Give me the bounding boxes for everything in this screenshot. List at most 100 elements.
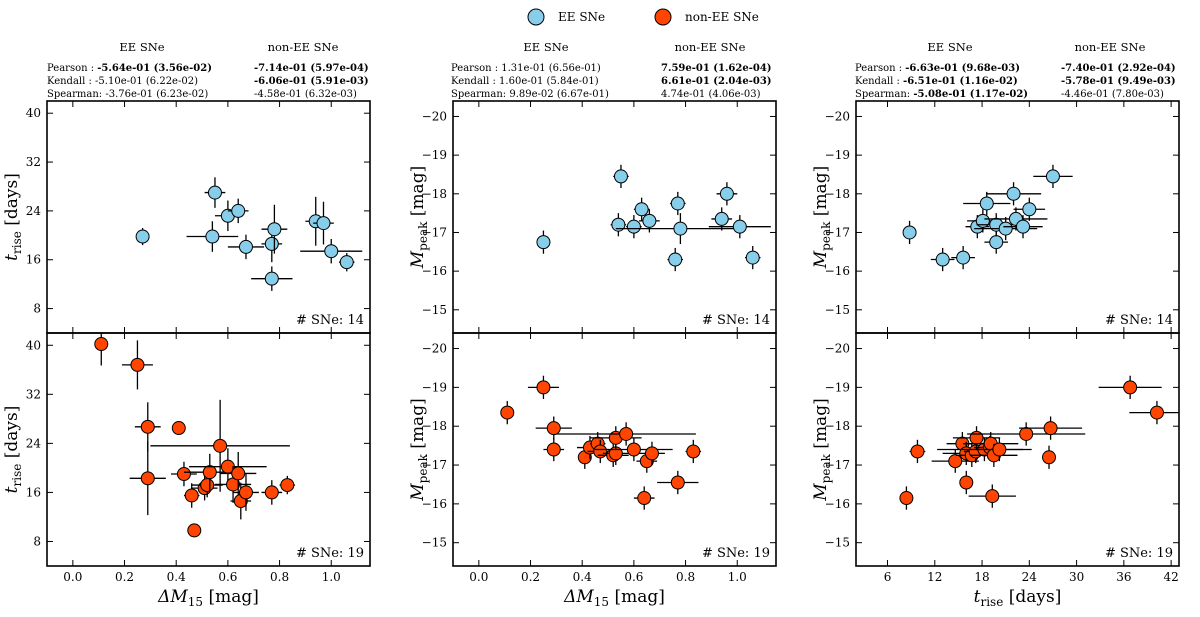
marker: [1043, 421, 1058, 436]
data-point: [639, 441, 665, 466]
data-point: [963, 191, 1011, 216]
legend-label-non-ee: non-EE SNe: [685, 10, 759, 24]
y-tick-label: −16: [422, 264, 447, 278]
data-point: [968, 484, 1016, 508]
legend-label-ee: EE SNe: [558, 10, 605, 24]
stats-header-non-ee: non-EE SNe: [675, 40, 746, 54]
y-tick-label: 32: [26, 387, 41, 401]
marker: [975, 213, 990, 228]
marker: [280, 478, 295, 493]
data-point: [220, 451, 257, 495]
x-tick-label: 0.4: [573, 570, 592, 584]
stats-row-non-ee: -4.58e-01 (6.32e-03): [254, 89, 357, 100]
marker: [948, 454, 963, 469]
y-tick-label: −19: [422, 380, 447, 394]
stats-header-non-ee: non-EE SNe: [1075, 40, 1146, 54]
data-point: [744, 246, 761, 270]
x-tick-label: 0.6: [218, 570, 237, 584]
marker: [546, 421, 561, 436]
marker: [637, 491, 652, 506]
data-point: [543, 437, 565, 462]
stats-row-ee: Spearman: 9.89e-02 (6.67e-01): [451, 89, 609, 100]
data-point: [657, 470, 699, 495]
x-tick-label: 1.0: [322, 570, 341, 584]
data-point: [633, 197, 650, 221]
data-point: [639, 209, 660, 233]
y-tick-label: −20: [422, 342, 447, 356]
data-point: [300, 238, 363, 264]
y-tick-label: −15: [825, 536, 850, 550]
y-tick-label: −20: [825, 342, 850, 356]
marker: [536, 380, 551, 395]
marker: [202, 465, 217, 480]
sample-count-label: # SNe: 14: [702, 313, 770, 328]
data-point: [227, 234, 265, 260]
data-point: [1098, 375, 1162, 400]
stats-block-2: EE SNe non-EE SNe Pearson : 1.31e-01 (6.56…: [451, 40, 772, 100]
marker: [184, 488, 199, 503]
ticks: 6 12 18 24 30 36 42 −15 −16 −17 −18 −19 −20: [825, 333, 1179, 584]
data-point: [204, 177, 226, 208]
x-tick-label: 0.4: [167, 570, 186, 584]
marker: [935, 252, 950, 267]
marker: [956, 250, 971, 265]
ticks: 0.0 0.2 0.4 0.6 0.8 1.0 −15 −16 −17 −18 −19 −20: [422, 333, 776, 584]
marker: [619, 426, 634, 441]
stats-block-1: EE SNe non-EE SNe Pearson : -5.64e-01 (3.5…: [47, 40, 369, 100]
data-point: [909, 439, 926, 464]
y-tick-label: −18: [422, 419, 447, 433]
marker: [324, 244, 339, 259]
y-axis-label: trise [days]: [2, 173, 24, 261]
marker: [613, 169, 628, 184]
marker: [231, 203, 246, 218]
stats-row-non-ee: -4.46e-01 (7.80e-03): [1061, 89, 1164, 100]
ticks: 8 16 24 32 40: [26, 101, 370, 333]
marker: [626, 219, 641, 234]
x-tick-label: 30: [1069, 570, 1084, 584]
y-tick-label: −15: [422, 536, 447, 550]
y-tick-label: 32: [26, 155, 41, 169]
data-point: [313, 201, 334, 245]
data-point: [1042, 445, 1057, 469]
marker: [732, 219, 747, 234]
marker: [205, 229, 220, 244]
data-point: [985, 182, 1042, 206]
data-points: [500, 375, 702, 510]
y-tick-label: 8: [33, 302, 41, 316]
marker: [670, 196, 685, 211]
marker: [745, 250, 760, 265]
data-point: [150, 399, 290, 492]
marker: [714, 211, 729, 226]
data-point: [261, 225, 283, 263]
x-axis-label: ΔM15 [mag]: [563, 587, 665, 609]
y-tick-label: 24: [26, 436, 42, 450]
y-tick-label: −16: [422, 497, 447, 511]
y-tick-label: −17: [825, 225, 850, 239]
stats-row-non-ee: -7.14e-01 (5.97e-04): [254, 63, 369, 74]
sample-count-label: # SNe: 14: [1105, 313, 1173, 328]
x-tick-label: 36: [1116, 570, 1131, 584]
data-point: [930, 247, 955, 272]
marker: [998, 221, 1013, 236]
axes-frame: [855, 332, 1180, 567]
y-tick-label: 16: [26, 253, 41, 267]
marker: [200, 478, 215, 493]
data-point: [171, 461, 197, 487]
data-point: [951, 246, 975, 270]
data-point: [121, 340, 153, 390]
ticks: −15 −16 −17 −18 −19 −20: [422, 101, 776, 333]
data-point: [670, 191, 686, 216]
panel-4: 0.0 0.2 0.4 0.6 0.8 1.0 8 16 24 32 40 # SNe: 19 tris…: [2, 332, 371, 609]
marker: [899, 491, 914, 506]
marker: [1123, 380, 1138, 395]
y-tick-label: −19: [825, 148, 850, 162]
data-point: [899, 486, 914, 510]
axes-frame: [452, 332, 777, 567]
panel-3: −15 −16 −17 −18 −19 −20 # SNe: 14 Mpeak [mag]: [811, 100, 1180, 334]
y-tick-label: −18: [825, 187, 850, 201]
stats-row-ee: Kendall : -5.10e-01 (6.22e-02): [47, 76, 198, 87]
data-points: [135, 177, 363, 291]
marker: [238, 485, 253, 500]
marker: [1045, 169, 1060, 184]
